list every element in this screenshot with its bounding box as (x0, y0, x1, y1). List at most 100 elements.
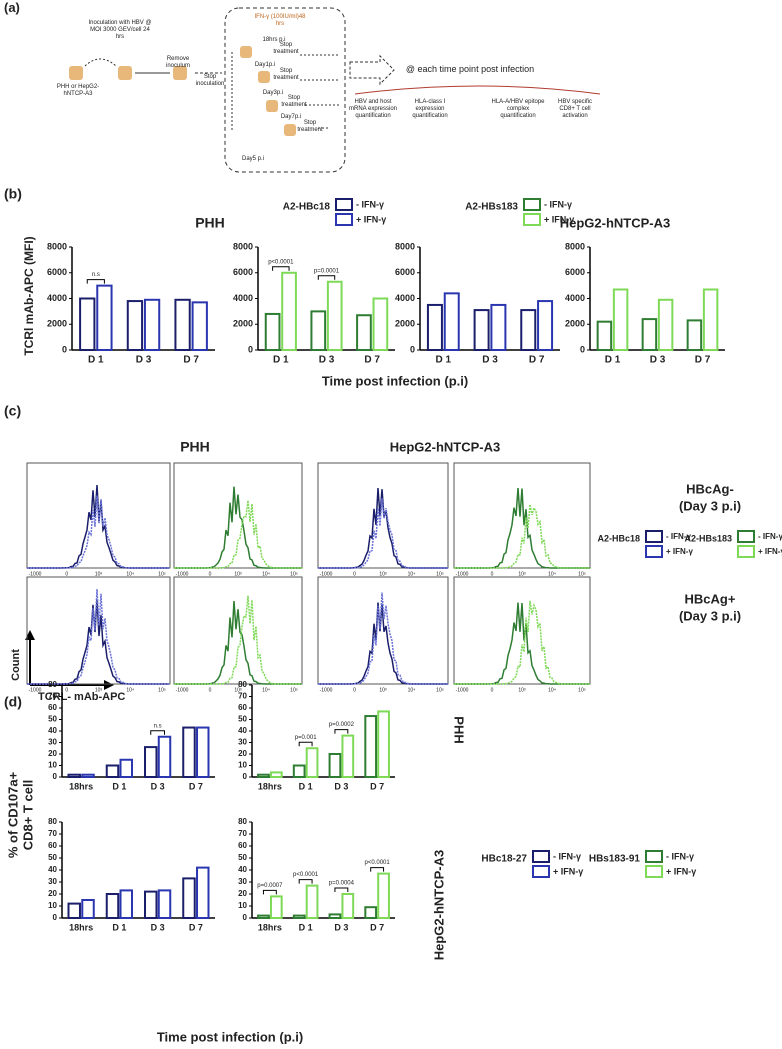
arrowhead (104, 680, 114, 690)
bar (341, 734, 355, 778)
x-tick-label: D 1 (88, 355, 104, 366)
y-tick-label: 2000 (565, 319, 585, 329)
bar (443, 292, 460, 352)
bar (473, 309, 490, 351)
big-arrow (349, 54, 395, 86)
histogram-tick: 0 (65, 687, 68, 693)
histogram-frame (26, 462, 171, 569)
x-tick-label: D 7 (529, 355, 545, 366)
histogram-tick: 10⁵ (158, 687, 166, 693)
histogram-curve (454, 488, 590, 569)
histogram-tick: -1000 (29, 571, 42, 577)
annotation: n.s (154, 723, 162, 729)
histogram-tick: 10³ (379, 571, 387, 577)
bar (372, 297, 389, 351)
y-tick-label: 70 (238, 829, 247, 838)
x-tick-label: D 7 (370, 781, 384, 791)
group-title: PHH (195, 215, 225, 231)
bar (81, 899, 95, 919)
bar (105, 764, 120, 778)
annotation: p=0.0004 (329, 881, 355, 887)
bar (341, 893, 355, 919)
axis-title: Time post infection (p.i) (322, 373, 468, 388)
bar (144, 890, 158, 919)
timepoint: Day5 p.i (241, 156, 264, 162)
histogram-tick: 10⁵ (290, 571, 298, 577)
y-tick-label: 0 (410, 344, 415, 354)
y-tick-label: 20 (48, 749, 57, 758)
bar (119, 758, 133, 778)
histogram-curve (318, 488, 448, 569)
y-tick-label: 4000 (47, 293, 67, 303)
histogram-tick: -1000 (29, 687, 42, 693)
time-point-text: @ each time point post infection (405, 64, 535, 74)
axis-title: TCRl mAb-APC (MFI) (22, 236, 36, 355)
x-tick-label: D 1 (605, 355, 621, 366)
bracket (317, 275, 336, 280)
y-tick-label: 8000 (47, 241, 67, 251)
legend-swatch (335, 198, 353, 211)
bar (157, 735, 172, 778)
bar (377, 872, 390, 919)
histogram-curve (174, 595, 302, 685)
readout: HBV specific CD8+ T cell activation (557, 99, 592, 119)
x-tick-label: D 3 (334, 781, 348, 791)
y-tick-label: 30 (48, 877, 57, 886)
annotation: p=0.0001 (314, 268, 340, 274)
y-tick-label: 10 (48, 761, 57, 770)
y-tick-label: 8000 (395, 241, 415, 251)
ifn-text: IFN-γ (100IU/ml)48 hrs (254, 14, 306, 27)
legend-swatch (645, 865, 663, 878)
readout: HLA-class I expression quantification (412, 99, 448, 119)
y-tick-label: 4000 (395, 293, 415, 303)
x-tick-label: 18hrs (258, 922, 282, 932)
y-tick-label: 40 (238, 865, 247, 874)
histogram-tick: 10³ (234, 571, 242, 577)
axis-title: Count (10, 649, 22, 681)
histogram-tick: 10⁴ (126, 687, 134, 693)
legend-label: + IFN-γ (666, 547, 693, 556)
histogram-curve (174, 601, 302, 685)
y-tick-label: 50 (48, 853, 57, 862)
histogram-curve (27, 589, 169, 685)
step-text: PHH or HepG2-hNTCP-A3 (56, 84, 100, 97)
y-tick-label: 2000 (233, 319, 253, 329)
legend-label: - IFN-γ (356, 199, 384, 209)
legend-swatch (532, 865, 550, 878)
row-label: HepG2-hNTCP-A3 (431, 850, 446, 961)
y-tick-label: 80 (48, 817, 57, 826)
bar (310, 310, 327, 351)
y-tick-label: 6000 (565, 267, 585, 277)
legend-swatch (737, 545, 755, 558)
bar (292, 764, 306, 778)
histogram-tick: 10³ (379, 687, 387, 693)
group-title: HepG2-hNTCP-A3 (390, 439, 501, 454)
y-tick-label: 50 (238, 853, 247, 862)
bar (144, 746, 158, 778)
y-tick-label: 60 (48, 841, 57, 850)
bracket (298, 879, 313, 884)
histogram-tick: -1000 (320, 571, 333, 577)
legend-label: + IFN-γ (758, 547, 782, 556)
histogram-frame (173, 576, 303, 685)
bar (364, 715, 378, 778)
y-tick-label: 0 (62, 344, 67, 354)
bar (702, 288, 719, 351)
bar (196, 866, 210, 919)
cell-icon (173, 66, 187, 80)
y-tick-label: 6000 (47, 267, 67, 277)
treatment-box (224, 7, 346, 173)
x-tick-label: D 3 (334, 922, 348, 932)
arrow (84, 58, 117, 67)
y-tick-label: 0 (53, 772, 58, 781)
y-tick-label: 0 (53, 913, 58, 922)
histogram-tick: 10⁵ (436, 687, 444, 693)
bar (356, 314, 372, 351)
bar (174, 298, 191, 352)
histogram-curve (174, 500, 302, 569)
histogram-tick: -1000 (176, 571, 189, 577)
bar (426, 303, 443, 351)
x-tick-label: D 3 (319, 355, 335, 366)
bar (305, 747, 319, 778)
histogram-tick: 0 (65, 571, 68, 577)
